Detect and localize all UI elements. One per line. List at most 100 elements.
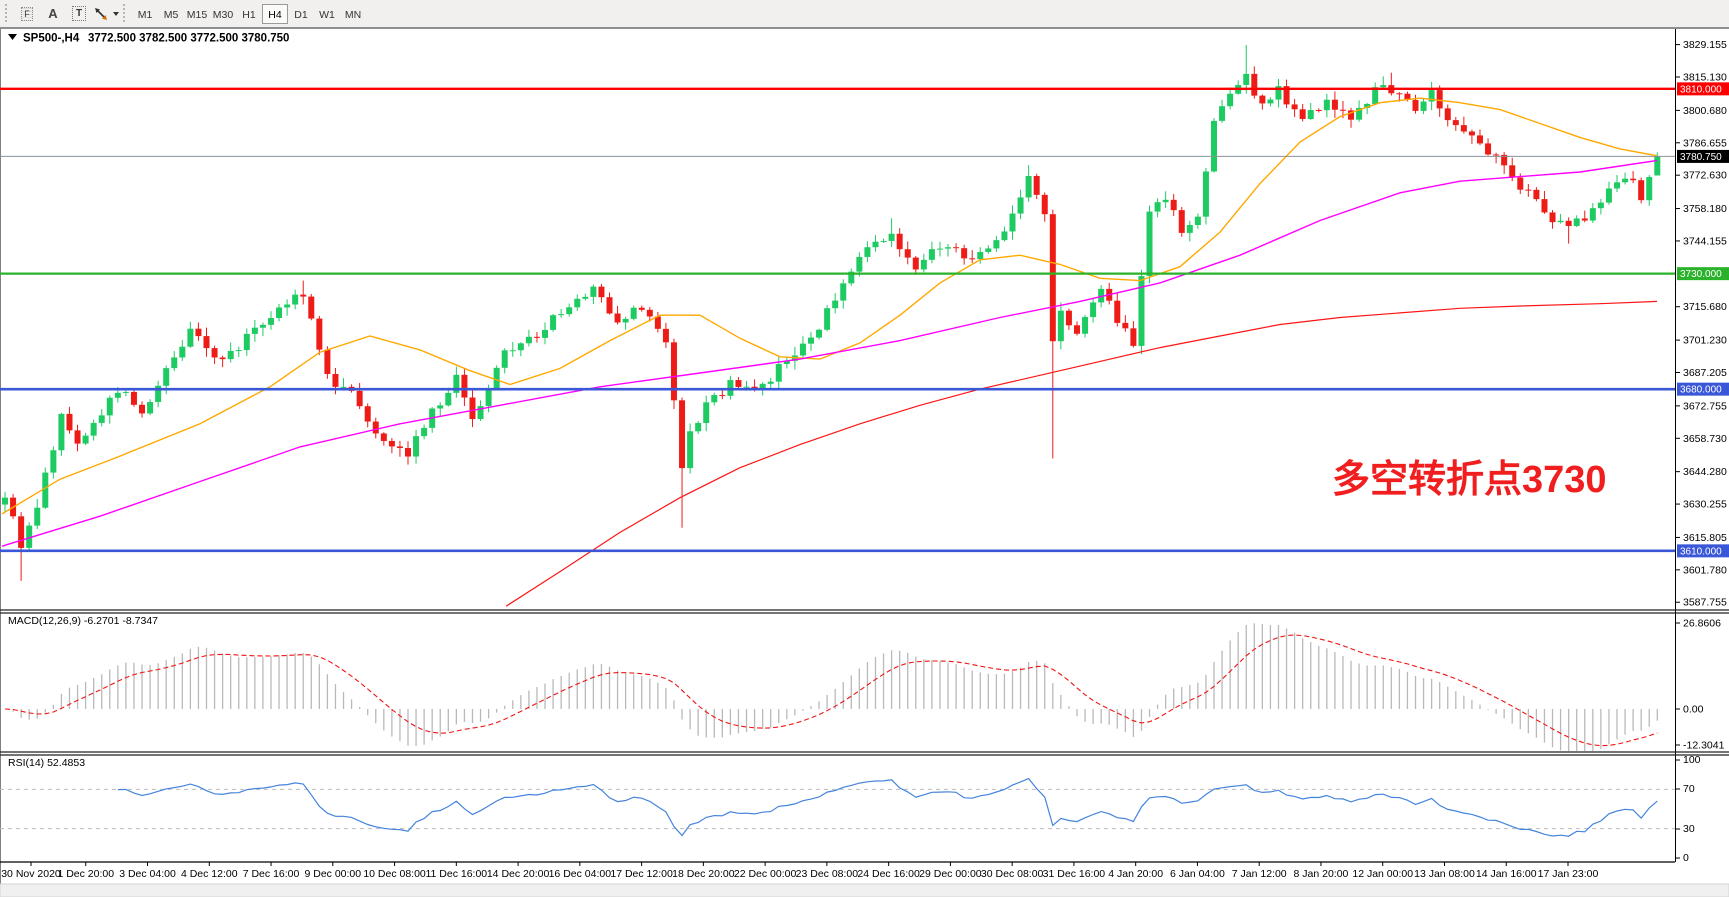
current-price-badge: 3780.750 bbox=[1677, 149, 1729, 163]
price-badge-3730: 3730.000 bbox=[1677, 267, 1729, 281]
time-axis-label: 4 Jan 20:00 bbox=[1108, 868, 1163, 880]
time-axis-label: 9 Dec 00:00 bbox=[304, 868, 361, 880]
time-axis-label: 30 Dec 08:00 bbox=[981, 868, 1044, 880]
y-axis-tick-label: 3829.155 bbox=[1683, 39, 1727, 51]
macd-scale-label: -12.3041 bbox=[1683, 740, 1725, 752]
y-axis-tick-label: 3587.755 bbox=[1683, 597, 1727, 609]
price-badge-3810: 3810.000 bbox=[1677, 82, 1729, 96]
timeframe-button-D1[interactable]: D1 bbox=[294, 8, 308, 21]
rsi-scale-label: 30 bbox=[1683, 823, 1695, 835]
macd-scale-label: 26.8606 bbox=[1683, 618, 1721, 630]
title-ohlc-values: 3772.500 3782.500 3772.500 3780.750 bbox=[88, 33, 289, 45]
macd-indicator-label: MACD(12,26,9) -6.2701 -8.7347 bbox=[8, 615, 158, 627]
price-badge-3610: 3610.000 bbox=[1677, 544, 1729, 558]
timeframe-button-M15[interactable]: M15 bbox=[186, 8, 208, 21]
svg-text:3610.000: 3610.000 bbox=[1680, 546, 1722, 557]
time-axis-label: 17 Jan 23:00 bbox=[1538, 868, 1599, 880]
timeframe-button-MN[interactable]: MN bbox=[344, 8, 362, 21]
y-axis-tick-label: 3687.205 bbox=[1683, 367, 1727, 379]
time-axis-label: 23 Dec 08:00 bbox=[796, 868, 859, 880]
cursor-arrows-icon bbox=[95, 7, 107, 20]
timeframe-button-H1[interactable]: H1 bbox=[242, 8, 256, 21]
chart-title: SP500-,H4 3772.500 3782.500 3772.500 3780… bbox=[8, 33, 289, 45]
macd-label: MACD(12,26,9) -6.2701 -8.7347 bbox=[8, 615, 158, 627]
time-axis-label: 17 Dec 12:00 bbox=[610, 868, 673, 880]
time-axis-label: 14 Jan 16:00 bbox=[1476, 868, 1537, 880]
time-axis-label: 24 Dec 16:00 bbox=[857, 868, 920, 880]
main-price-panel[interactable]: 多空转折点3730 bbox=[0, 44, 1675, 607]
ma-fast-orange bbox=[1, 97, 1658, 515]
price-badge-3680: 3680.000 bbox=[1677, 382, 1729, 396]
rsi-scale-label: 0 bbox=[1683, 852, 1689, 864]
y-axis-tick-label: 3815.130 bbox=[1683, 71, 1727, 83]
rsi-line bbox=[117, 777, 1658, 837]
toolbar-cursor-arrows-icon[interactable] bbox=[93, 4, 119, 24]
splitter-macd-rsi[interactable] bbox=[0, 751, 1729, 756]
time-axis-label: 4 Dec 12:00 bbox=[181, 868, 238, 880]
macd-panel[interactable] bbox=[4, 623, 1658, 753]
splitter-main-macd[interactable] bbox=[0, 609, 1729, 614]
ma-mid-magenta bbox=[1, 159, 1658, 547]
chart-annotation[interactable]: 多空转折点3730 bbox=[1332, 459, 1607, 501]
time-axis-label: 11 Dec 16:00 bbox=[425, 868, 487, 880]
time-axis-label: 31 Dec 16:00 bbox=[1043, 868, 1106, 880]
y-axis-tick-label: 3630.255 bbox=[1683, 499, 1727, 511]
time-axis-label: 30 Nov 2020 bbox=[1, 868, 61, 880]
macd-signal-line bbox=[4, 634, 1658, 747]
time-axis-label: 13 Jan 08:00 bbox=[1414, 868, 1475, 880]
time-axis-label: 29 Dec 00:00 bbox=[919, 868, 982, 880]
time-axis-label: 16 Dec 04:00 bbox=[549, 868, 612, 880]
timeframe-button-M5[interactable]: M5 bbox=[163, 8, 179, 21]
time-axis-label: 18 Dec 20:00 bbox=[672, 868, 735, 880]
macd-scale-label: 0.00 bbox=[1683, 704, 1704, 716]
y-axis-tick-label: 3744.155 bbox=[1683, 235, 1727, 247]
timeframe-button-W1[interactable]: W1 bbox=[319, 8, 335, 21]
time-axis-label: 22 Dec 00:00 bbox=[734, 868, 797, 880]
y-axis-tick-label: 3800.680 bbox=[1683, 105, 1727, 117]
time-axis-label: 14 Dec 20:00 bbox=[487, 868, 550, 880]
toolbar-text-box-icon[interactable]: T bbox=[67, 4, 91, 24]
y-axis-tick-label: 3658.730 bbox=[1683, 433, 1727, 445]
time-axis-label: 10 Dec 08:00 bbox=[363, 868, 426, 880]
title-symbol: SP500-,H4 bbox=[23, 33, 80, 45]
candlestick-series bbox=[2, 44, 1661, 581]
timeframe-button-M30[interactable]: M30 bbox=[212, 8, 234, 21]
y-axis-tick-label: 3715.680 bbox=[1683, 301, 1727, 313]
timeframe-button-H4[interactable]: H4 bbox=[262, 3, 288, 24]
toolbar-text-label-icon[interactable]: A bbox=[41, 4, 65, 24]
y-axis-tick-label: 3601.780 bbox=[1683, 564, 1727, 576]
price-axis[interactable]: 3829.155 3815.130 3800.680 3786.655 3772.630… bbox=[1675, 28, 1729, 862]
timeframe-button-M1[interactable]: M1 bbox=[137, 8, 153, 21]
time-axis-label: 3 Dec 04:00 bbox=[119, 868, 176, 880]
time-axis-label: 12 Jan 00:00 bbox=[1352, 868, 1413, 880]
rsi-panel[interactable] bbox=[0, 777, 1675, 837]
rsi-scale-label: 70 bbox=[1683, 783, 1695, 795]
toolbar-chart-template-icon[interactable]: F bbox=[15, 4, 39, 24]
time-axis-label: 1 Dec 20:00 bbox=[57, 868, 114, 880]
text-label-icon: A bbox=[48, 6, 58, 21]
horizontal-scrollbar[interactable] bbox=[0, 883, 1729, 897]
toolbar-drag-handle[interactable] bbox=[4, 3, 9, 24]
rsi-indicator-label: RSI(14) 52.4853 bbox=[8, 757, 85, 769]
top-toolbar: F A T M1 M5 M15 M30 H1 H4 D1 W1 MN bbox=[0, 0, 1729, 28]
text-box-icon: T bbox=[71, 6, 87, 21]
time-axis-label: 7 Dec 16:00 bbox=[243, 868, 300, 880]
symbol-dropdown-icon[interactable] bbox=[8, 34, 17, 40]
dropdown-caret-icon bbox=[113, 11, 119, 16]
svg-text:3810.000: 3810.000 bbox=[1680, 84, 1722, 95]
y-axis-tick-label: 3758.180 bbox=[1683, 203, 1727, 215]
toolbar-separator-handle[interactable] bbox=[122, 3, 127, 24]
ma-slow-red bbox=[505, 300, 1658, 607]
time-axis-label: 7 Jan 12:00 bbox=[1232, 868, 1287, 880]
time-axis-label: 8 Jan 20:00 bbox=[1294, 868, 1349, 880]
y-axis-tick-label: 3772.630 bbox=[1683, 170, 1727, 182]
rsi-scale-label: 100 bbox=[1683, 754, 1701, 766]
chart-template-icon: F bbox=[21, 6, 33, 21]
svg-text:3680.000: 3680.000 bbox=[1680, 385, 1722, 396]
svg-text:3730.000: 3730.000 bbox=[1680, 269, 1722, 280]
time-axis-label: 6 Jan 04:00 bbox=[1170, 868, 1225, 880]
y-axis-tick-label: 3644.280 bbox=[1683, 466, 1727, 478]
